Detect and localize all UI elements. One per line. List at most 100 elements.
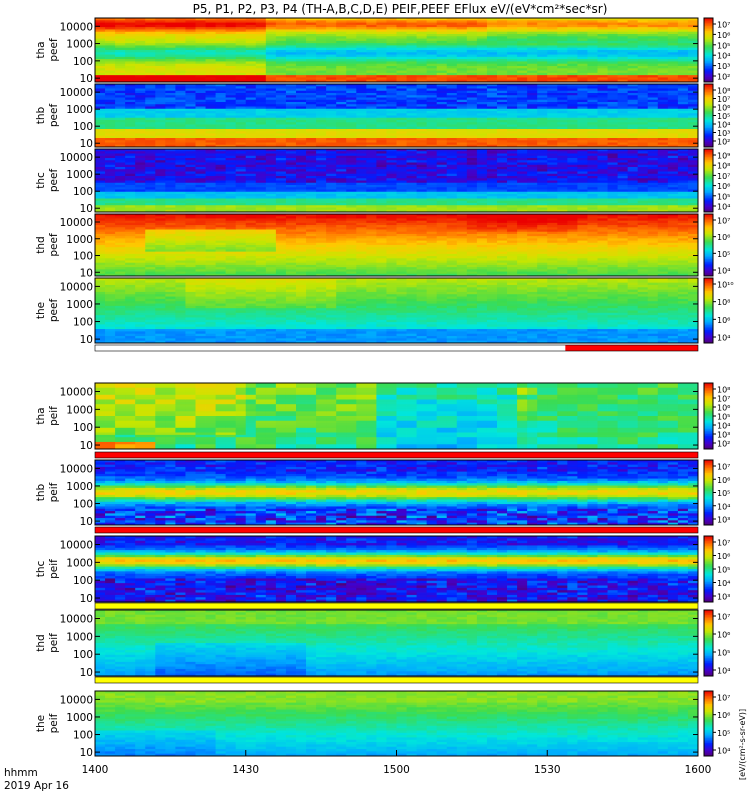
heatmap-cell [527,75,538,78]
heatmap-cell [336,47,347,51]
heatmap-cell [265,196,277,199]
heatmap-cell [285,196,297,199]
heatmap-cell [336,79,347,83]
heatmap-cell [507,61,518,65]
colorbar-cell [704,140,713,143]
heatmap-cell [105,90,116,94]
heatmap-cell [577,135,588,139]
heatmap-cell [456,45,468,49]
heatmap-cell [265,29,277,33]
heatmap-cell [386,182,397,186]
heatmap-cell [436,135,448,139]
heatmap-cell [386,102,397,105]
heatmap-cell [296,198,307,202]
heatmap-cell [346,155,357,159]
heatmap-cell [275,102,287,105]
heatmap-cell [215,97,227,101]
heatmap-cell [95,108,106,112]
heatmap-cell [617,124,629,128]
heatmap-cell [296,40,307,44]
heatmap-cell [185,93,196,96]
heatmap-cell [406,34,417,37]
heatmap-cell [597,40,608,44]
heatmap-cell [225,155,237,159]
heatmap-cell [255,77,267,81]
heatmap-cell [537,70,548,74]
heatmap-cell [316,99,327,103]
heatmap-cell [165,52,176,55]
heatmap-cell [225,104,237,107]
heatmap-cell [356,189,367,193]
heatmap-cell [577,63,588,67]
heatmap-cell [95,79,106,83]
heatmap-cell [225,122,237,125]
heatmap-cell [306,72,317,76]
heatmap-cell [677,126,689,130]
heatmap-cell [185,24,196,28]
heatmap-cell [466,47,478,51]
colorbar-tick-label: 10⁶ [717,104,730,113]
heatmap-cell [275,162,287,166]
heatmap-cell [125,162,136,166]
heatmap-cell [336,144,347,148]
heatmap-cell [225,75,237,78]
colorbar-tick-label: 10⁵ [717,41,730,50]
heatmap-cell [316,18,327,21]
heatmap-cell [105,180,116,184]
heatmap-cell [175,194,186,197]
heatmap-cell [416,77,428,81]
heatmap-cell [456,86,468,89]
heatmap-cell [316,189,327,193]
heatmap-cell [486,29,498,33]
heatmap-cell [637,75,649,78]
heatmap-cell [396,111,407,114]
heatmap-cell [687,66,699,69]
heatmap-cell [195,59,206,62]
heatmap-cell [416,68,428,71]
heatmap-cell [356,117,367,121]
heatmap-cell [215,140,227,143]
heatmap-cell [547,144,558,148]
heatmap-cell [587,29,598,33]
heatmap-cell [517,102,528,105]
heatmap-cell [637,97,649,101]
heatmap-cell [175,182,186,186]
heatmap-cell [346,63,357,67]
heatmap-cell [396,117,407,121]
heatmap-cell [265,45,277,49]
heatmap-cell [386,144,397,148]
heatmap-cell [135,70,146,74]
heatmap-cell [255,149,267,152]
heatmap-cell [356,29,367,33]
colorbar-cell [704,118,713,121]
heatmap-cell [386,68,397,71]
heatmap-cell [326,24,337,28]
heatmap-cell [336,169,347,172]
heatmap-cell [677,93,689,96]
heatmap-cell [245,158,257,161]
heatmap-cell [436,104,448,107]
heatmap-cell [426,113,438,116]
heatmap-cell [255,144,267,148]
heatmap-cell [115,133,126,137]
heatmap-cell [577,36,588,39]
heatmap-cell [125,173,136,177]
heatmap-cell [587,138,598,141]
heatmap-cell [497,61,508,65]
heatmap-cell [225,153,237,157]
heatmap-cell [336,34,347,37]
heatmap-cell [537,95,548,98]
heatmap-cell [225,72,237,76]
heatmap-cell [396,50,407,53]
heatmap-cell [557,144,568,148]
heatmap-cell [296,102,307,105]
heatmap-cell [105,131,116,134]
heatmap-cell [607,115,618,119]
heatmap-cell [135,149,146,152]
heatmap-cell [125,113,136,116]
heatmap-cell [386,54,397,58]
heatmap-cell [105,176,116,179]
heatmap-cell [547,45,558,49]
heatmap-cell [235,113,247,116]
heatmap-cell [235,84,247,87]
